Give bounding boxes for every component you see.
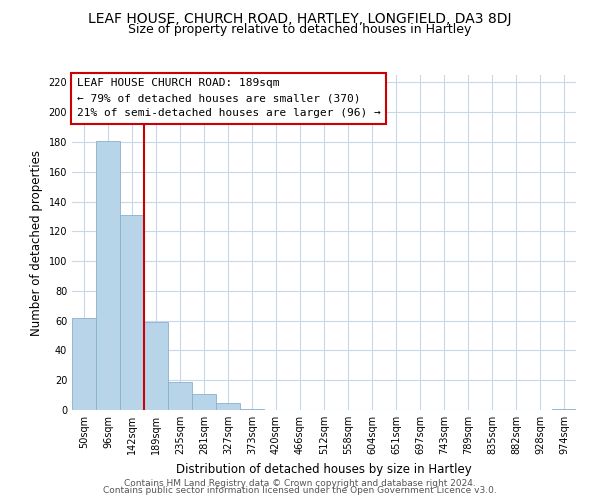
Text: LEAF HOUSE, CHURCH ROAD, HARTLEY, LONGFIELD, DA3 8DJ: LEAF HOUSE, CHURCH ROAD, HARTLEY, LONGFI…	[88, 12, 512, 26]
Bar	[120, 215, 144, 410]
X-axis label: Distribution of detached houses by size in Hartley: Distribution of detached houses by size …	[176, 462, 472, 475]
Bar	[72, 318, 96, 410]
Bar	[168, 382, 192, 410]
Bar	[552, 408, 576, 410]
Bar	[192, 394, 216, 410]
Bar	[216, 402, 240, 410]
Bar	[240, 408, 264, 410]
Text: Contains HM Land Registry data © Crown copyright and database right 2024.: Contains HM Land Registry data © Crown c…	[124, 478, 476, 488]
Y-axis label: Number of detached properties: Number of detached properties	[30, 150, 43, 336]
Text: LEAF HOUSE CHURCH ROAD: 189sqm
← 79% of detached houses are smaller (370)
21% of: LEAF HOUSE CHURCH ROAD: 189sqm ← 79% of …	[77, 78, 381, 118]
Bar	[96, 140, 120, 410]
Text: Contains public sector information licensed under the Open Government Licence v3: Contains public sector information licen…	[103, 486, 497, 495]
Text: Size of property relative to detached houses in Hartley: Size of property relative to detached ho…	[128, 22, 472, 36]
Bar	[144, 322, 168, 410]
